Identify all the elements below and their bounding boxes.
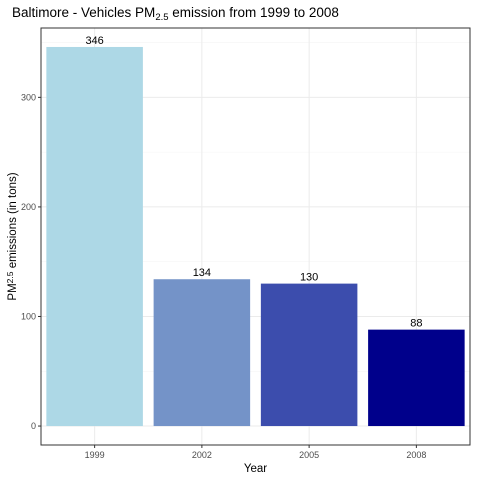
x-axis-ticks: 1999 2002 2005 2008 [85, 445, 426, 460]
x-tick-label: 2008 [406, 450, 426, 460]
x-tick-label: 2005 [299, 450, 319, 460]
y-tick-label: 100 [21, 311, 36, 321]
data-label-2008: 88 [410, 318, 422, 330]
y-tick-label: 200 [21, 202, 36, 212]
data-labels: 346 134 130 88 [85, 35, 422, 330]
bar-2002 [153, 279, 251, 427]
data-label-2005: 130 [300, 272, 318, 284]
y-tick-label: 0 [31, 421, 36, 431]
bar-2008 [368, 329, 465, 427]
data-label-2002: 134 [193, 267, 211, 279]
chart-title: Baltimore - Vehicles PM2.5 emission from… [12, 5, 339, 23]
x-tick-label: 2002 [192, 450, 212, 460]
x-tick-label: 1999 [85, 450, 105, 460]
plot-panel-border [40, 27, 471, 446]
bars [46, 46, 465, 427]
y-tick-label: 300 [21, 92, 36, 102]
y-axis-ticks: 0 100 200 300 [21, 92, 41, 431]
y-axis-title: PM2.5 emissions (in tons) [5, 172, 19, 300]
data-label-1999: 346 [85, 35, 103, 47]
bar-2005 [260, 283, 358, 427]
bar-1999 [46, 46, 143, 427]
x-axis-title: Year [244, 463, 267, 475]
